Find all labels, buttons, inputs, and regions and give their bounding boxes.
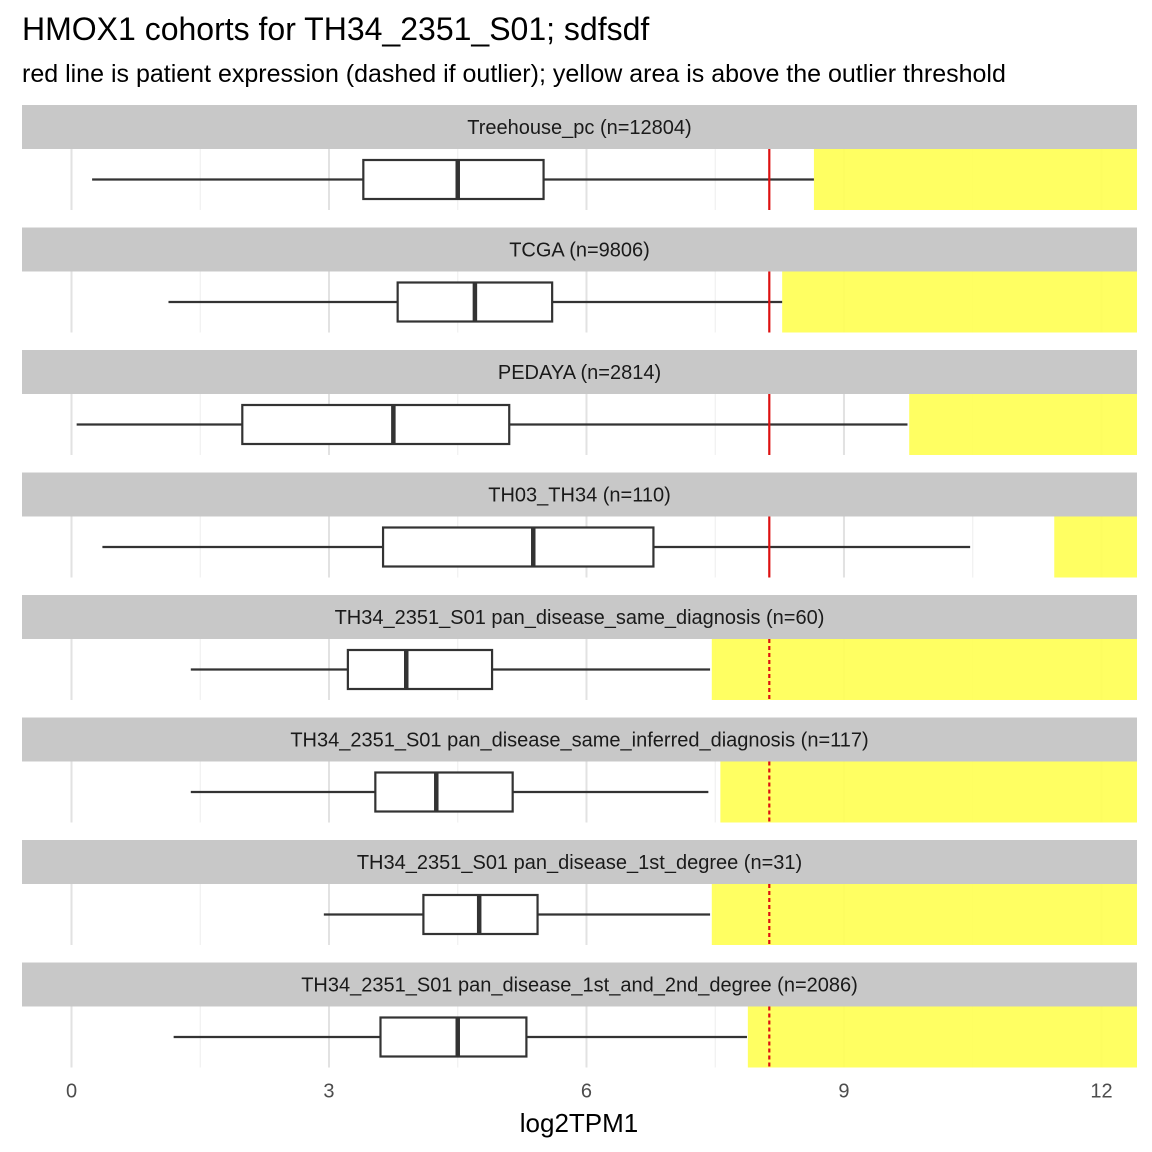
chart-title: HMOX1 cohorts for TH34_2351_S01; sdfsdf (22, 11, 649, 47)
facet-strip (22, 962, 1137, 1007)
facet-panel: TH34_2351_S01 pan_disease_1st_degree (n=… (22, 840, 1137, 945)
facet-strip-label: TH34_2351_S01 pan_disease_1st_degree (n=… (357, 852, 802, 874)
iqr-box (379, 1016, 528, 1058)
facet-strip (22, 840, 1137, 884)
facet-strip-label: TH34_2351_S01 pan_disease_same_diagnosis… (335, 607, 825, 629)
facet-strip-label: TCGA (n=9806) (509, 240, 650, 262)
outlier-area (909, 394, 1137, 455)
outlier-area (711, 639, 1137, 700)
outlier-area (782, 271, 1137, 333)
facet-panel: TCGA (n=9806) (22, 227, 1137, 333)
facet-panel: Treehouse_pc (n=12804) (22, 105, 1137, 210)
facet-panels: Treehouse_pc (n=12804) TCGA (n=9806) PEDAY… (22, 105, 1137, 1068)
chart-subtitle: red line is patient expression (dashed i… (22, 60, 1006, 88)
x-axis-title: log2TPM1 (520, 1108, 639, 1138)
outlier-area (711, 884, 1137, 945)
facet-panel: PEDAYA (n=2814) (22, 350, 1137, 455)
facet-strip (22, 227, 1137, 272)
iqr-box (374, 771, 514, 813)
facet-panel: TH34_2351_S01 pan_disease_same_inferred_… (22, 717, 1137, 823)
facet-strip (22, 595, 1137, 639)
outlier-area (720, 761, 1137, 823)
facet-strip (22, 717, 1137, 762)
facet-strip-label: TH03_TH34 (n=110) (488, 485, 671, 507)
x-tick-label: 0 (66, 1081, 77, 1103)
x-tick-label: 9 (838, 1081, 849, 1103)
outlier-area (1054, 516, 1137, 578)
facet-strip (22, 105, 1137, 149)
iqr-box (241, 403, 511, 446)
outlier-area (747, 1006, 1137, 1068)
iqr-box (346, 648, 494, 691)
facet-strip-label: TH34_2351_S01 pan_disease_same_inferred_… (290, 730, 868, 752)
facet-panel: TH34_2351_S01 pan_disease_1st_and_2nd_de… (22, 962, 1137, 1068)
facet-panel: TH03_TH34 (n=110) (22, 472, 1137, 578)
x-tick-label: 12 (1090, 1081, 1112, 1103)
facet-strip-label: PEDAYA (n=2814) (498, 362, 661, 384)
facet-panel: TH34_2351_S01 pan_disease_same_diagnosis… (22, 595, 1137, 700)
facet-strip-label: Treehouse_pc (n=12804) (467, 117, 691, 139)
x-tick-label: 3 (323, 1081, 334, 1103)
x-tick-label: 6 (581, 1081, 592, 1103)
outlier-area (813, 149, 1137, 210)
facet-strip (22, 472, 1137, 517)
iqr-box (381, 526, 655, 568)
iqr-box (362, 158, 545, 201)
facet-strip-label: TH34_2351_S01 pan_disease_1st_and_2nd_de… (301, 975, 858, 997)
facet-strip (22, 350, 1137, 394)
x-axis: 0 3 6 9 12 (66, 1081, 1113, 1103)
